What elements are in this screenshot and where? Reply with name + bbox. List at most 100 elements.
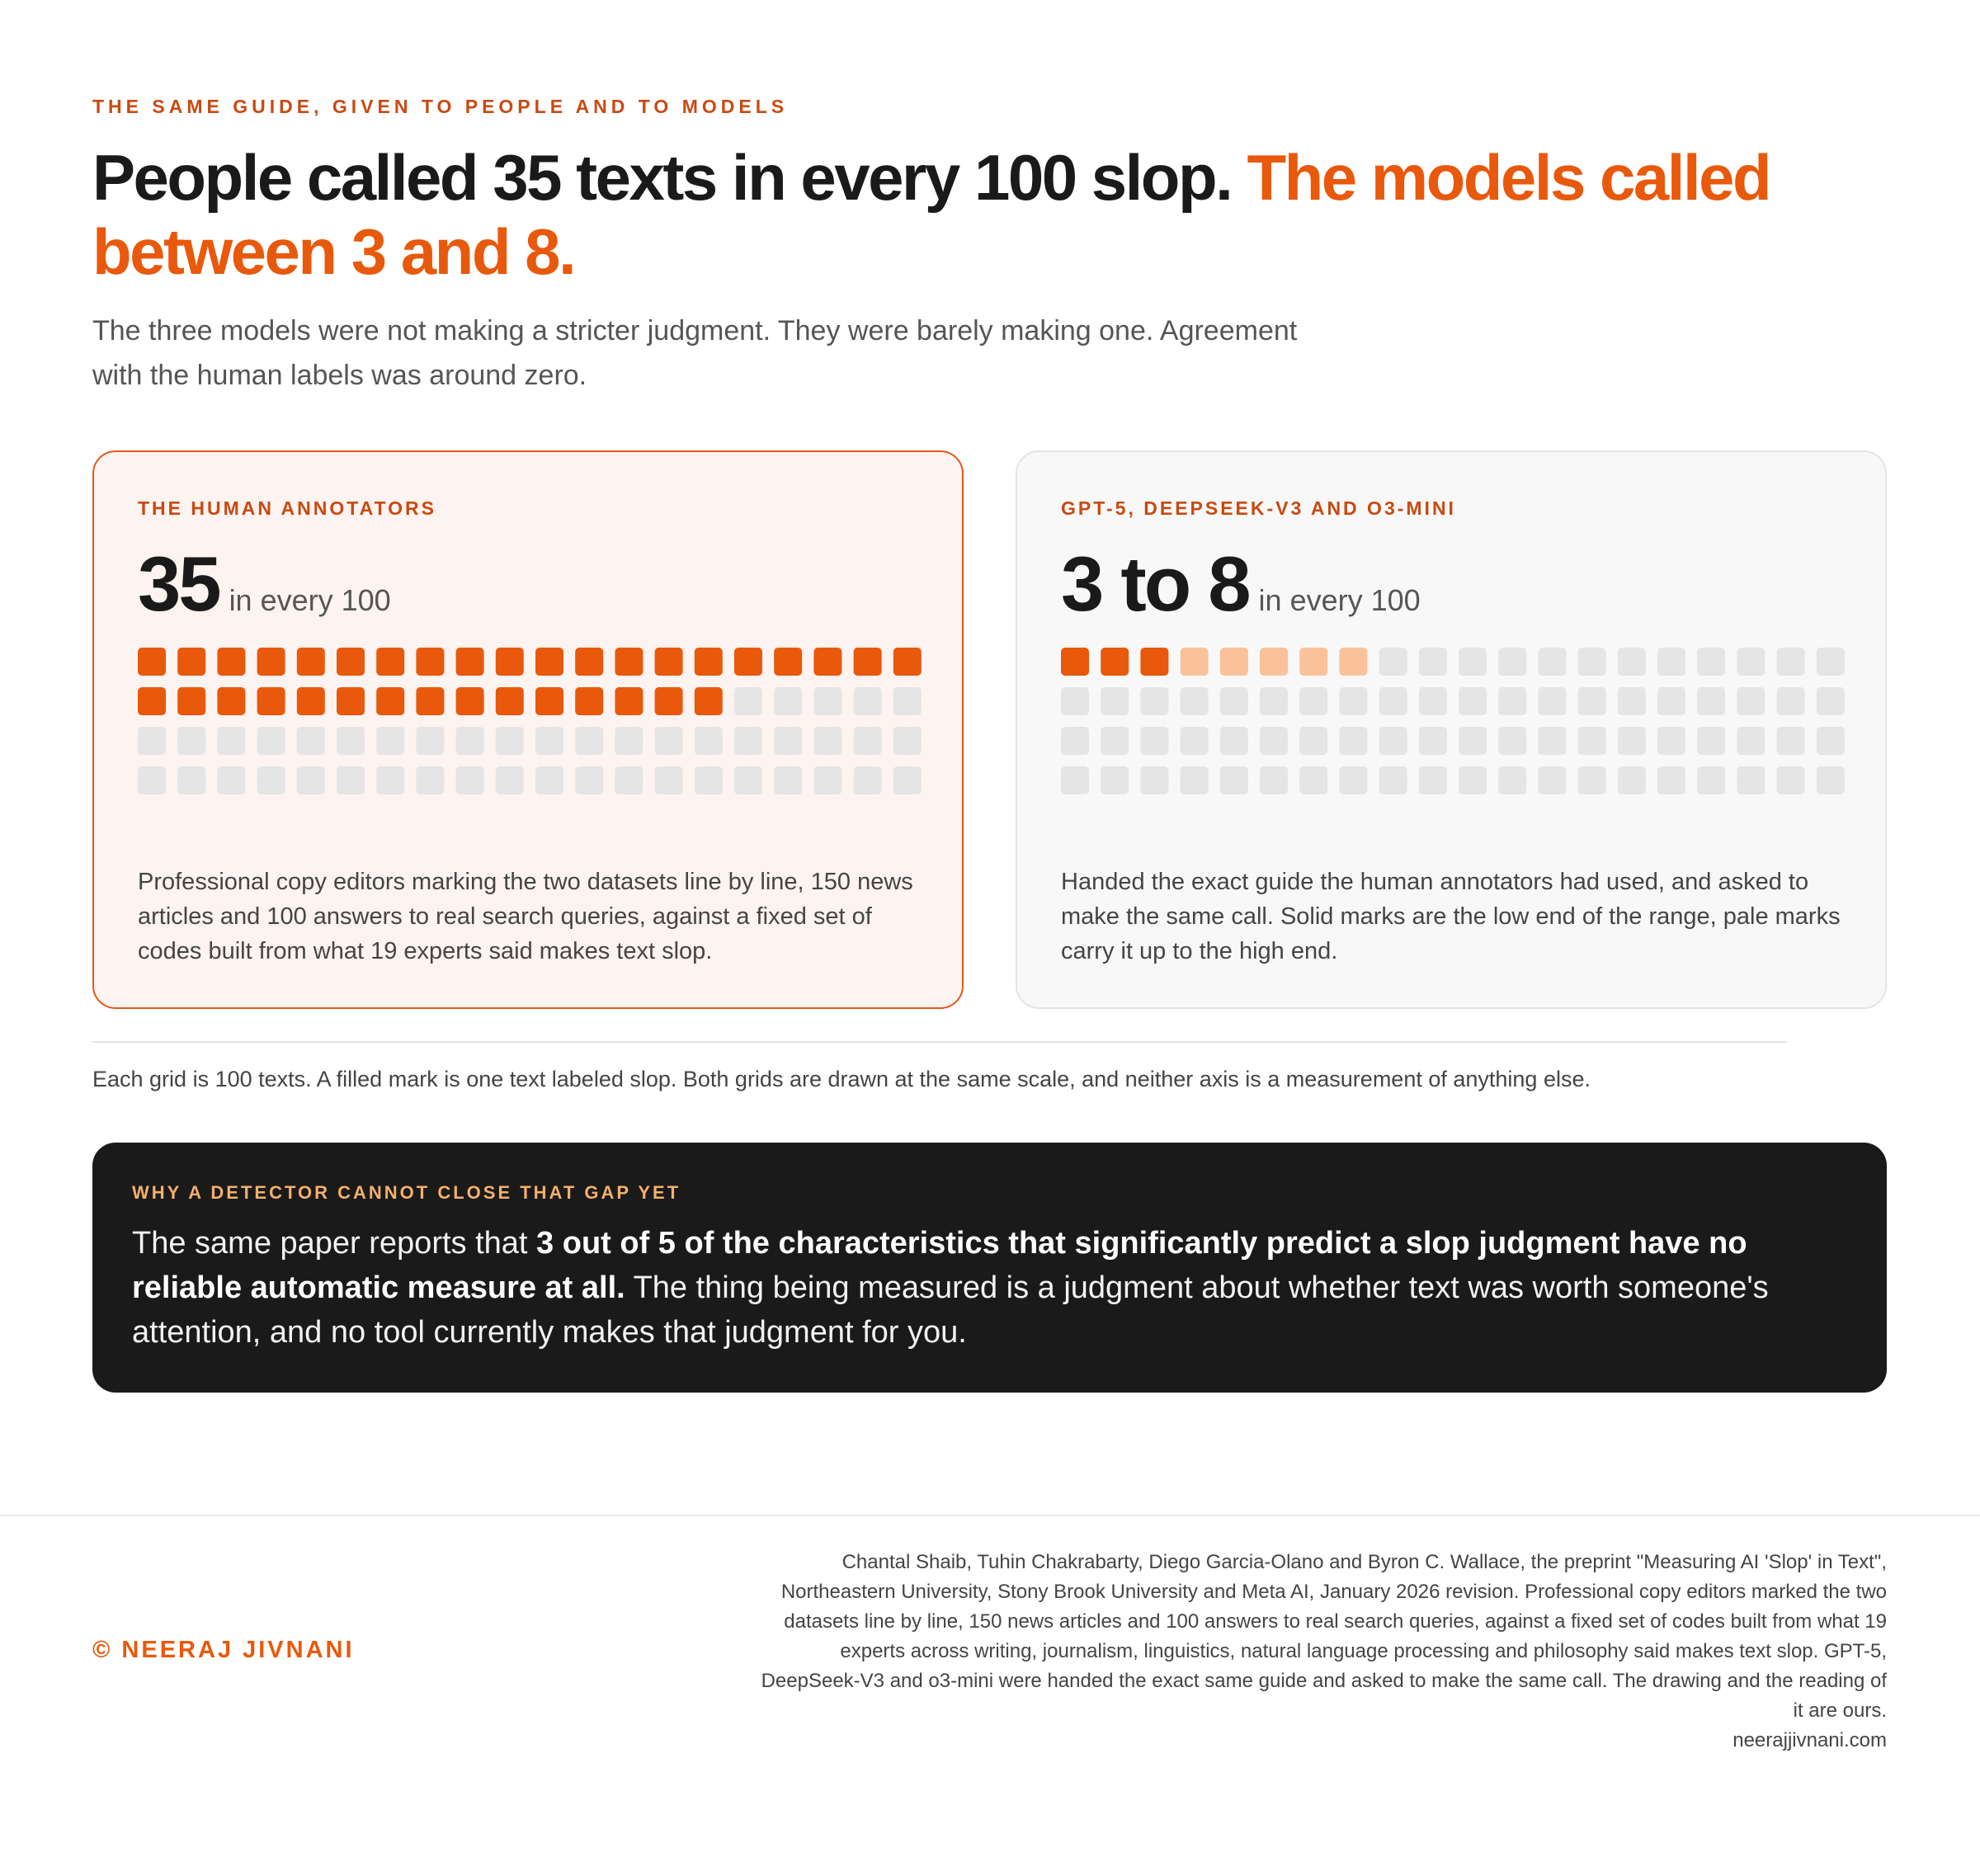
waffle-empty [1219, 727, 1248, 755]
card-description: Handed the exact guide the human annotat… [1061, 869, 1841, 964]
waffle-mark [296, 687, 325, 715]
waffle-empty [1816, 687, 1845, 715]
waffle-empty [1299, 727, 1328, 755]
waffle-mark [217, 687, 246, 715]
waffle-empty [1061, 766, 1089, 794]
waffle-mark [337, 687, 365, 715]
waffle-empty [893, 727, 922, 755]
waffle-empty [1180, 727, 1209, 755]
waffle-mark [495, 687, 524, 715]
waffle-mark [654, 687, 683, 715]
waffle-empty [615, 766, 644, 794]
waffle-mark [575, 648, 604, 676]
copyright: © Neeraj Jivnani [92, 1637, 355, 1663]
waffle-empty [416, 766, 445, 794]
waffle-empty [1061, 727, 1089, 755]
waffle-empty [177, 766, 206, 794]
waffle-empty [217, 727, 246, 755]
waffle-empty [1776, 648, 1805, 676]
card-label: GPT-5, DeepSeek-V3 and o3-mini [1061, 497, 1456, 519]
waffle-empty [1459, 766, 1487, 794]
waffle-empty [774, 766, 803, 794]
waffle-empty [1379, 727, 1407, 755]
waffle-empty [575, 727, 604, 755]
waffle-empty [1219, 766, 1248, 794]
waffle-empty [893, 687, 922, 715]
waffle-empty [1101, 766, 1129, 794]
headline-lead: People called 35 texts in every 100 slop… [92, 141, 1233, 214]
waffle-empty [853, 766, 882, 794]
waffle-empty [734, 766, 762, 794]
model-card: GPT-5, DeepSeek-V3 and o3-mini 3 to 8 in … [1016, 450, 1887, 1009]
kicker: The same guide, given to people and to m… [92, 96, 789, 117]
waffle-empty [1816, 727, 1845, 755]
waffle-empty [575, 766, 604, 794]
waffle-empty [813, 727, 842, 755]
waffle-empty [495, 766, 524, 794]
waffle-mark [694, 687, 723, 715]
waffle-empty [1379, 648, 1407, 676]
grid-note: Each grid is 100 texts. A filled mark is… [92, 1067, 1591, 1091]
waffle-mark [1061, 648, 1089, 676]
source-note: Chantal Shaib, Tuhin Chakrabarty, Diego … [757, 1548, 1887, 1756]
waffle-mark [1180, 648, 1209, 676]
waffle-mark [694, 648, 723, 676]
waffle-empty [1459, 727, 1487, 755]
waffle-mark [177, 687, 206, 715]
waffle-empty [1617, 687, 1646, 715]
headline-highlight: The models called between 3 and 8. [92, 141, 1772, 288]
waffle-empty [1617, 766, 1646, 794]
waffle-empty [1339, 766, 1368, 794]
waffle-empty [1697, 648, 1726, 676]
waffle-mark [177, 648, 206, 676]
waffle-empty [1737, 648, 1766, 676]
waffle-empty [1617, 727, 1646, 755]
waffle-grid [138, 648, 922, 794]
waffle-mark [615, 648, 644, 676]
waffle-empty [1657, 648, 1685, 676]
waffle-empty [1657, 687, 1685, 715]
waffle-empty [1697, 727, 1726, 755]
waffle-empty [1498, 727, 1527, 755]
waffle-empty [654, 766, 683, 794]
waffle-empty [1379, 766, 1407, 794]
human-card: The human annotators 35 in every 100 Prof… [92, 450, 964, 1009]
waffle-mark [138, 687, 166, 715]
waffle-empty [1577, 687, 1606, 715]
waffle-mark [1260, 648, 1288, 676]
waffle-empty [1180, 766, 1209, 794]
waffle-mark [853, 648, 882, 676]
waffle-mark [1101, 648, 1129, 676]
waffle-mark [455, 648, 484, 676]
waffle-empty [1657, 727, 1685, 755]
waffle-mark [257, 687, 285, 715]
figure-low: 3 [1061, 540, 1104, 627]
waffle-mark [376, 648, 405, 676]
waffle-empty [296, 727, 325, 755]
waffle-empty [813, 687, 842, 715]
waffle-mark [575, 687, 604, 715]
waffle-empty [257, 727, 285, 755]
waffle-empty [337, 727, 365, 755]
waffle-mark [257, 648, 285, 676]
callout-label: Why a detector cannot close that gap yet [132, 1182, 681, 1203]
waffle-empty [1498, 648, 1527, 676]
waffle-empty [1140, 766, 1169, 794]
waffle-empty [774, 727, 803, 755]
waffle-empty [1577, 766, 1606, 794]
waffle-mark [615, 687, 644, 715]
waffle-empty [1299, 766, 1328, 794]
waffle-empty [1219, 687, 1248, 715]
waffle-mark [217, 648, 246, 676]
waffle-empty [853, 727, 882, 755]
waffle-mark [1299, 648, 1328, 676]
waffle-empty [535, 727, 563, 755]
waffle-empty [1737, 727, 1766, 755]
waffle-mark [138, 648, 166, 676]
waffle-empty [1498, 766, 1527, 794]
waffle-mark [495, 648, 524, 676]
waffle-empty [1816, 766, 1845, 794]
waffle-empty [694, 727, 723, 755]
waffle-mark [1339, 648, 1368, 676]
waffle-empty [1101, 687, 1129, 715]
